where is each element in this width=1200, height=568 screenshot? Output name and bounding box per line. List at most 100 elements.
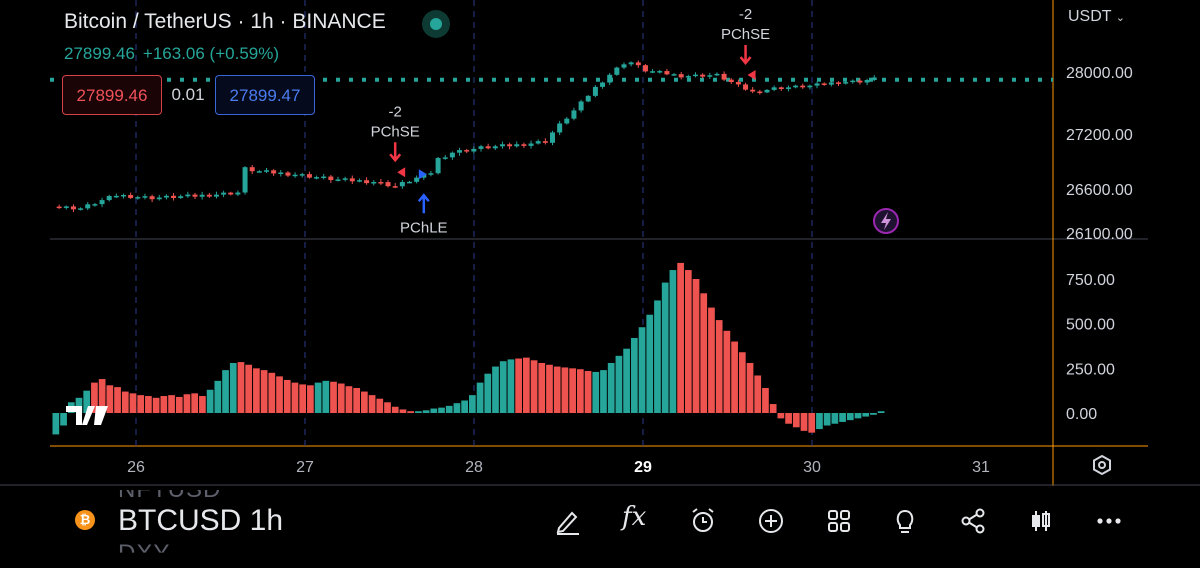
candle <box>349 178 355 182</box>
histogram-bar <box>253 368 260 413</box>
candle <box>414 177 420 182</box>
settings-gear-icon[interactable] <box>1093 454 1111 476</box>
candle <box>70 206 76 210</box>
chart-area[interactable]: 26 27 28 29 30 31 28000.00 27200.00 26600.00 2610… <box>0 0 1200 486</box>
histogram-bar <box>839 413 846 422</box>
candle <box>771 87 777 90</box>
candle <box>206 194 212 197</box>
candle <box>278 172 284 174</box>
histogram-bar <box>415 411 422 413</box>
histogram-bar <box>330 381 337 413</box>
time-axis-label: 29 <box>634 459 652 476</box>
histogram-bar <box>538 362 546 413</box>
histogram-bar <box>677 262 684 413</box>
histogram-bar <box>623 348 630 413</box>
histogram-bar <box>168 395 175 413</box>
histogram-bar <box>492 366 499 413</box>
histogram-bar <box>214 380 222 413</box>
price-axis-label: 27200.00 <box>1066 127 1133 144</box>
candle <box>285 172 291 176</box>
candle <box>642 65 648 72</box>
candles-icon[interactable] <box>1026 506 1056 536</box>
histogram-bar <box>553 366 561 413</box>
sell-signal-arrow <box>739 45 752 66</box>
candle <box>628 62 634 65</box>
buy-button[interactable]: 27899.47 <box>215 75 315 115</box>
share-icon[interactable] <box>958 506 988 536</box>
histogram-bar <box>607 362 615 413</box>
price-axis-label: 28000.00 <box>1066 65 1133 82</box>
currency-select[interactable]: USDT ⌄ <box>1068 8 1125 26</box>
candle <box>514 144 520 147</box>
histogram-bar <box>399 409 407 413</box>
candle <box>535 141 541 144</box>
candle <box>399 182 405 187</box>
candle <box>299 174 305 176</box>
histogram-bar <box>777 413 785 419</box>
candle <box>435 158 441 174</box>
lightbulb-icon[interactable] <box>890 506 920 536</box>
histogram-bar <box>792 413 800 428</box>
ghost-symbol-above[interactable]: NFTUSD <box>118 476 222 503</box>
histogram-bar <box>499 361 507 413</box>
buy-signal-arrow <box>417 193 430 214</box>
candle <box>828 82 834 85</box>
candle <box>700 74 706 77</box>
candle <box>607 74 613 83</box>
pencil-icon[interactable] <box>553 506 583 536</box>
symbol-title[interactable]: Bitcoin / TetherUS · 1h · BINANCE <box>64 10 386 33</box>
histogram-bar <box>615 355 623 413</box>
histogram-bar <box>191 393 199 413</box>
histogram-bar <box>98 379 106 413</box>
candle <box>192 194 198 197</box>
histogram-bar <box>476 382 484 413</box>
price-chart[interactable]: 26 27 28 29 30 31 28000.00 27200.00 26600.00 2610… <box>0 0 1200 486</box>
candle <box>728 79 734 83</box>
histogram-bar <box>376 398 384 413</box>
sell-signal-arrow <box>389 142 402 163</box>
candle <box>542 141 548 143</box>
candle <box>499 144 505 147</box>
candle <box>314 177 320 179</box>
fx-icon[interactable]: fx <box>622 502 647 532</box>
add-circle-icon[interactable] <box>756 506 786 536</box>
histogram-bar <box>630 337 638 413</box>
histogram-bar <box>816 413 823 430</box>
histogram-bar <box>199 396 206 413</box>
price-legend: 27899.46 +163.06 (+0.59%) <box>64 44 287 64</box>
histogram-bar <box>276 376 283 413</box>
histogram-bar <box>183 394 191 413</box>
candle <box>78 208 84 210</box>
candle <box>807 85 813 88</box>
candle <box>371 182 377 184</box>
candle <box>478 146 484 149</box>
histogram-bar <box>546 364 553 413</box>
histogram-bar <box>368 395 376 413</box>
histogram-bar <box>245 364 253 413</box>
ghost-symbol-below[interactable]: DXY <box>118 540 171 567</box>
histogram-bar <box>453 403 461 413</box>
histogram-bar <box>600 370 607 413</box>
candle <box>264 170 269 172</box>
histogram-bar <box>746 362 754 413</box>
candle <box>778 87 784 90</box>
tradingview-logo-icon <box>66 406 108 425</box>
histogram-bar <box>345 386 353 413</box>
candle <box>328 176 334 181</box>
candle <box>471 148 477 152</box>
candle <box>256 171 262 173</box>
symbol-selector[interactable]: BTCUSD 1h <box>118 504 284 537</box>
candle <box>407 181 412 184</box>
more-icon[interactable] <box>1094 506 1124 536</box>
candle <box>221 192 227 195</box>
histogram-bar <box>561 367 569 413</box>
alarm-clock-icon[interactable] <box>688 506 718 536</box>
sell-button[interactable]: 27899.46 <box>62 75 162 115</box>
signal-label: PChSE <box>371 123 420 140</box>
candle <box>600 82 606 87</box>
histogram-bar <box>846 413 854 421</box>
histogram-bar <box>353 387 361 413</box>
grid-icon[interactable] <box>824 506 854 536</box>
candle <box>156 197 162 200</box>
histogram-bar <box>91 382 98 413</box>
